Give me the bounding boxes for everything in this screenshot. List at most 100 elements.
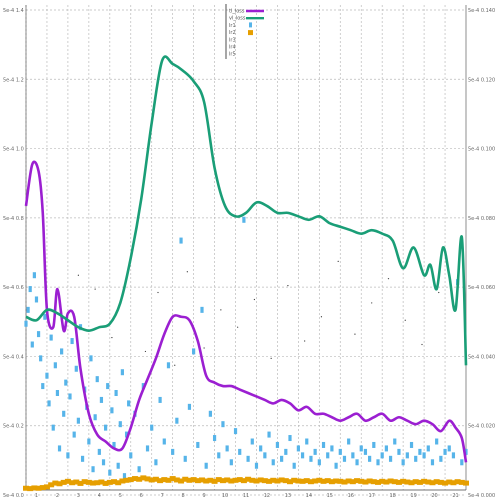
sparse-dot [94, 288, 96, 290]
lr1-point [405, 452, 409, 459]
lr2-point [224, 477, 231, 483]
lr1-point [93, 414, 97, 421]
lr2-point [316, 477, 323, 483]
lr1-point [451, 452, 456, 459]
lr2-point [56, 481, 63, 487]
y-left-tick-label: 5e-4 0.4 [3, 354, 24, 360]
lr1-point [317, 459, 321, 466]
lr2-point [307, 479, 314, 485]
lr1-point [87, 438, 91, 445]
lr2-point [152, 476, 159, 482]
lr1-point [422, 452, 426, 459]
lr1-point [171, 448, 175, 455]
legend-label: lr5 [229, 52, 236, 58]
lr1-point [36, 331, 41, 338]
x-tick-label: 6 [140, 493, 143, 499]
lr2-point [245, 476, 252, 482]
lr2-point [261, 478, 268, 484]
lr1-point [51, 424, 55, 431]
lr1-point [76, 417, 80, 424]
lr2-point [400, 478, 407, 484]
lr1-point [101, 459, 106, 466]
lr1-point [49, 334, 53, 341]
lr1-point [229, 459, 233, 466]
lr1-point [124, 431, 129, 438]
lr1-point [430, 459, 435, 466]
lr1-point [47, 400, 51, 407]
y-right-tick-label: 5e-4 0.040 [468, 354, 495, 360]
lr1-point [112, 441, 116, 448]
lr1-point [120, 369, 124, 376]
lr1-point [359, 445, 363, 452]
lr2-point [454, 479, 461, 485]
lr2-point [249, 477, 256, 483]
lr1-point [380, 452, 384, 459]
lr2-point [274, 478, 281, 484]
lr2-point [320, 478, 327, 484]
sparse-dot [270, 357, 272, 359]
lr1-point [254, 462, 259, 469]
legend-label: lr4 [229, 45, 236, 51]
x-tick-label: 20 [431, 493, 437, 499]
lr2-point [169, 476, 176, 482]
y-right-tick-label: 5e-4 0.100 [468, 147, 495, 153]
lr1-point [28, 286, 32, 293]
lr2-point [266, 478, 273, 484]
lr1-point [43, 313, 47, 320]
lr1-point [95, 376, 99, 383]
lr2-point [442, 480, 449, 486]
lr1-point [288, 435, 292, 442]
lr2-point [69, 480, 76, 486]
y-right-tick-label: 5e-4 0.120 [468, 77, 495, 83]
x-tick-label: 14 [306, 493, 312, 499]
sparse-dot [304, 340, 306, 342]
lr1-point [187, 403, 192, 410]
lr2-point [429, 480, 436, 486]
sparse-dot [203, 347, 205, 349]
lr1-point [355, 459, 359, 466]
lr2-point [232, 477, 239, 483]
sparse-dot [404, 319, 406, 321]
lr1-point [464, 448, 468, 455]
lr1-point [305, 438, 309, 445]
lr2-point [379, 478, 386, 484]
lr2-point [102, 480, 109, 486]
y-right-tick-label: 5e-4 0.140 [468, 8, 495, 14]
sparse-dot [111, 336, 113, 339]
sparse-dot [438, 291, 440, 294]
x-tick-label: 1 [35, 493, 38, 499]
lr2-point [387, 478, 394, 484]
lr2-point [354, 478, 361, 484]
lr2-point [215, 477, 222, 483]
lr2-point [115, 480, 122, 486]
legend-label: tl_loss [229, 9, 245, 15]
lr2-point [408, 480, 415, 486]
lr1-point [426, 445, 430, 452]
lr1-point [208, 410, 212, 417]
lr2-point [404, 479, 411, 485]
x-tick-label: 5 [119, 493, 122, 499]
lr2-point [178, 478, 185, 484]
lr1-point [91, 466, 95, 473]
lr2-point [270, 477, 277, 483]
x-tick-label: 4 [98, 493, 101, 499]
lr1-point [418, 448, 422, 455]
lr1-point [443, 448, 447, 455]
lr1-point [70, 338, 74, 345]
lr1-point [259, 445, 263, 452]
legend-label: lr1 [229, 23, 236, 29]
lr2-point [60, 479, 67, 485]
y-left-tick-labels: 5e-4 1.4 5e-4 1.2 5e-4 1.0 5e-4 0.8 5e-4 0.6… [3, 8, 24, 499]
x-tick-label: 7 [161, 493, 164, 499]
y-right-tick-label: 5e-4 0.080 [468, 216, 495, 222]
lr2-point [358, 478, 365, 484]
lr1-point [66, 452, 70, 459]
sparse-dot [421, 343, 423, 346]
lr1-point [263, 452, 267, 459]
lr1-point [64, 379, 68, 386]
lr1-point [284, 448, 288, 455]
lr1-point [321, 441, 326, 448]
lr2-point [341, 479, 348, 485]
lr1-point [104, 424, 108, 431]
